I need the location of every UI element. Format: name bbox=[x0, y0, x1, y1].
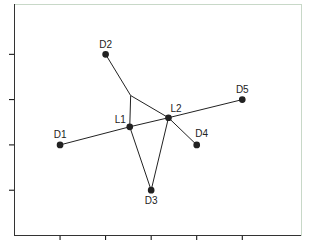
svg-text:D3: D3 bbox=[145, 195, 158, 206]
svg-text:L1: L1 bbox=[115, 114, 127, 125]
svg-text:D5: D5 bbox=[236, 84, 249, 95]
svg-text:D1: D1 bbox=[54, 129, 67, 140]
svg-text:L2: L2 bbox=[170, 103, 182, 114]
svg-text:D4: D4 bbox=[195, 128, 208, 139]
svg-text:D2: D2 bbox=[99, 39, 112, 50]
